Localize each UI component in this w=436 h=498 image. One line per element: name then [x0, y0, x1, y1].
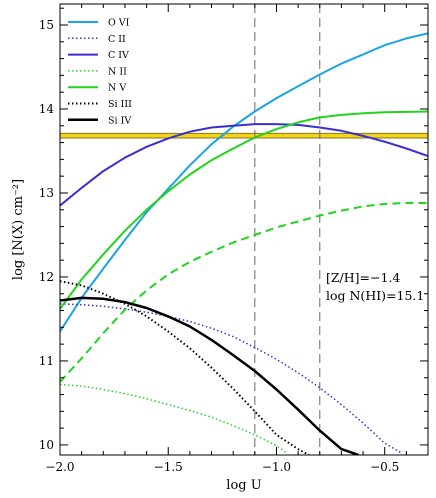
legend-label-n-v: N V [108, 83, 126, 94]
series-line-unlabeled-5 [60, 202, 428, 383]
x-axis-label: log U [226, 478, 261, 493]
y-tick-label: 13 [39, 186, 54, 200]
plot-frame [59, 3, 429, 456]
series-line-si-iii [60, 280, 310, 455]
series-line-n-v [60, 110, 428, 310]
x-tick-label: −2.0 [45, 460, 74, 474]
legend-label-n-ii: N II [108, 66, 127, 77]
annotation-metallicity: [Z/H]=−1.4 [326, 270, 400, 285]
y-tick-label: 14 [39, 102, 55, 116]
series-line-c-ii [60, 303, 403, 454]
y-tick-label: 15 [39, 18, 54, 32]
legend-label-si-iv: Si IV [108, 115, 131, 126]
series-line-si-iv [60, 296, 360, 455]
legend-label-c-iv: C IV [108, 50, 129, 61]
series-line-o-vi [60, 32, 428, 333]
x-tick-label: −1.0 [262, 460, 291, 474]
annotation-hi-column: log N(HI)=15.1 [326, 288, 424, 303]
x-tick-label: −0.5 [370, 460, 399, 474]
legend-label-si-iii: Si III [108, 99, 132, 110]
legend-label-o-vi: O VI [108, 18, 130, 29]
hband-fill [60, 133, 428, 138]
series-line-n-ii [60, 383, 288, 454]
y-tick-label: 12 [39, 270, 54, 284]
series-line-c-iv [60, 123, 428, 207]
legend-label-c-ii: C II [108, 34, 126, 45]
y-axis-label: log [N(X) cm⁻²] [11, 179, 26, 280]
y-tick-label: 10 [39, 438, 54, 452]
x-tick-label: −1.5 [154, 460, 183, 474]
y-tick-label: 11 [39, 354, 54, 368]
